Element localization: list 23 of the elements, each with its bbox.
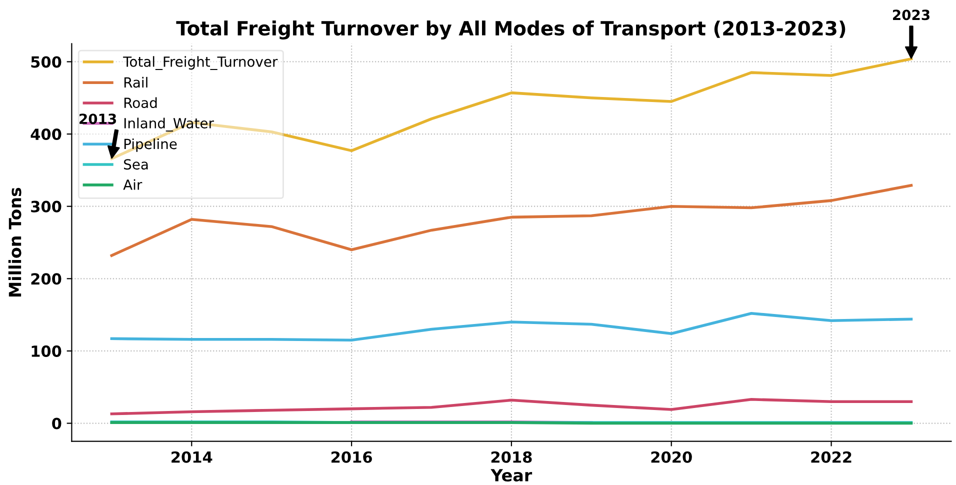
- x-axis-title: Year: [490, 469, 532, 482]
- x-tick-label: 2016: [331, 451, 372, 463]
- legend-label: Sea: [124, 159, 148, 170]
- x-tick-label: 2020: [651, 451, 692, 463]
- legend-label: Air: [123, 179, 142, 190]
- legend-label: Total_Freight_Turnover: [123, 56, 278, 70]
- x-tick-label: 2018: [491, 451, 532, 463]
- y-tick-label: 100: [32, 345, 62, 357]
- legend-label: Inland_Water: [124, 118, 214, 132]
- annotation: 2013: [80, 114, 116, 124]
- y-tick-label: 500: [31, 56, 62, 68]
- y-tick-label: 200: [31, 273, 62, 285]
- legend-label: Road: [124, 97, 157, 108]
- annotation: 2023: [893, 10, 930, 20]
- y-tick-label: 0: [52, 418, 62, 430]
- y-tick-label: 400: [30, 128, 62, 140]
- legend-label: Pipeline: [124, 138, 177, 152]
- y-axis-title: Million Tons: [8, 188, 22, 296]
- y-tick-label: 300: [31, 200, 62, 212]
- legend-label: Rail: [124, 76, 148, 88]
- chart-title: Total Freight Turnover by All Modes of Transport (2013-2023): [176, 20, 846, 40]
- x-tick-label: 2022: [811, 451, 852, 463]
- x-tick-label: 2014: [172, 451, 212, 463]
